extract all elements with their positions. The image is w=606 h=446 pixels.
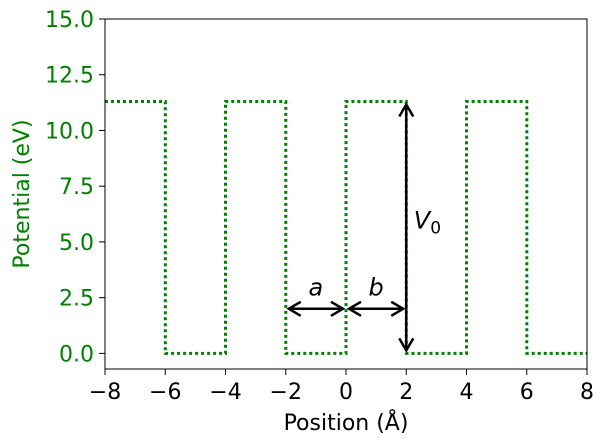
arrow-head [330, 300, 346, 317]
annotation-label-b: b [369, 273, 384, 301]
annotation-label-V0: V0 [414, 207, 441, 239]
y-axis-label: Potential (eV) [10, 119, 35, 268]
y-tick-label: 5.0 [59, 231, 94, 256]
arrow-head [398, 102, 415, 118]
series-layer [105, 100, 587, 355]
annotations-layer: a b V0 [286, 102, 441, 353]
y-tick-label: 15.0 [45, 8, 94, 33]
x-tick-label: 6 [520, 380, 534, 405]
x-tick-label: 0 [339, 380, 353, 405]
x-tick-label: 2 [399, 380, 413, 405]
arrow-head [286, 300, 302, 317]
y-tick-label: 0.0 [59, 342, 94, 367]
x-axis-label: Position (Å) [284, 409, 409, 436]
y-tick-label: 7.5 [59, 175, 94, 200]
annotation-label-a: a [309, 273, 324, 301]
x-tick-label: −2 [270, 380, 302, 405]
y-tick-label: 10.0 [45, 119, 94, 144]
x-tick-label: −6 [149, 380, 181, 405]
x-tick-label: 4 [460, 380, 474, 405]
potential-series-line [105, 100, 587, 355]
arrow-head [398, 337, 415, 353]
arrow-head [390, 300, 406, 317]
y-tick-label: 12.5 [45, 64, 94, 89]
x-tick-label: −4 [209, 380, 241, 405]
arrow-head [346, 300, 362, 317]
ticks-layer: −8 −6 −4 −2 0 2 4 6 8 0.0 2.5 5.0 7.5 10.0 12.5 15.0 [45, 8, 594, 405]
plot-frame [104, 18, 588, 370]
y-tick-label: 2.5 [59, 287, 94, 312]
x-tick-label: 8 [580, 380, 594, 405]
x-tick-label: −8 [89, 380, 121, 405]
